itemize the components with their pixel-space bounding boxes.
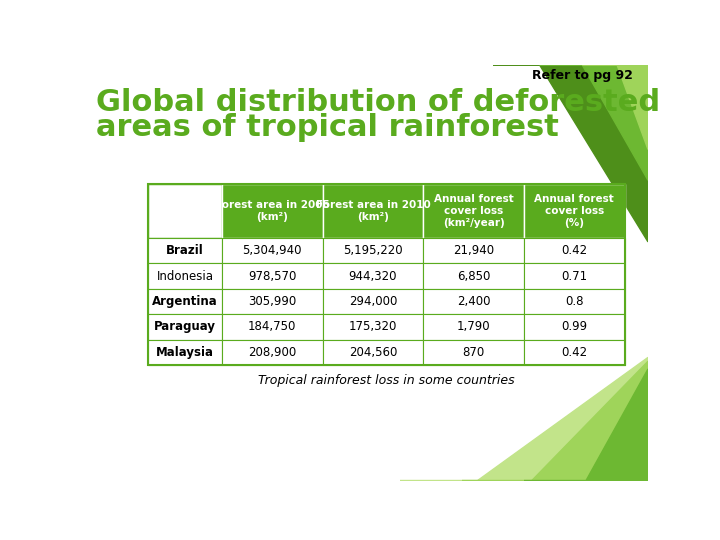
Text: Annual forest
cover loss
(km²/year): Annual forest cover loss (km²/year)	[433, 194, 513, 228]
Bar	[222, 184, 323, 238]
Bar	[148, 184, 222, 238]
Text: 0.99: 0.99	[562, 320, 588, 334]
Bar	[524, 238, 625, 264]
Text: Global distribution of deforested: Global distribution of deforested	[96, 88, 660, 117]
Bar	[222, 340, 323, 365]
Text: 175,320: 175,320	[348, 320, 397, 334]
Bar	[524, 264, 625, 289]
Bar	[148, 184, 625, 365]
Bar	[524, 184, 625, 238]
Polygon shape	[493, 65, 648, 242]
Text: Refer to pg 92: Refer to pg 92	[531, 69, 632, 82]
Text: 870: 870	[462, 346, 485, 359]
Bar	[524, 340, 625, 365]
Text: Indonesia: Indonesia	[156, 269, 213, 282]
Bar	[323, 238, 423, 264]
Bar	[323, 314, 423, 340]
Bar	[423, 264, 524, 289]
Text: 0.71: 0.71	[562, 269, 588, 282]
Text: 2,400: 2,400	[457, 295, 490, 308]
Bar	[423, 238, 524, 264]
Text: 294,000: 294,000	[348, 295, 397, 308]
Text: 0.8: 0.8	[565, 295, 584, 308]
Polygon shape	[582, 65, 648, 150]
Bar	[323, 264, 423, 289]
Bar	[222, 289, 323, 314]
Text: 5,195,220: 5,195,220	[343, 244, 402, 257]
Bar	[323, 289, 423, 314]
Text: 184,750: 184,750	[248, 320, 297, 334]
Text: 204,560: 204,560	[348, 346, 397, 359]
Text: Forest area in 2005
(km²): Forest area in 2005 (km²)	[215, 200, 330, 222]
Bar	[524, 289, 625, 314]
Bar	[423, 289, 524, 314]
Bar	[423, 184, 524, 238]
Polygon shape	[539, 65, 648, 180]
Bar	[423, 340, 524, 365]
Bar	[524, 314, 625, 340]
Polygon shape	[400, 357, 648, 481]
Text: 978,570: 978,570	[248, 269, 297, 282]
Text: 944,320: 944,320	[348, 269, 397, 282]
Text: 305,990: 305,990	[248, 295, 296, 308]
Text: 0.42: 0.42	[562, 244, 588, 257]
Bar	[323, 340, 423, 365]
Bar	[148, 238, 222, 264]
Bar	[148, 314, 222, 340]
Text: Argentina: Argentina	[152, 295, 218, 308]
Polygon shape	[462, 361, 648, 481]
Text: Tropical rainforest loss in some countries: Tropical rainforest loss in some countri…	[258, 374, 515, 387]
Polygon shape	[524, 369, 648, 481]
Text: Brazil: Brazil	[166, 244, 204, 257]
Text: 21,940: 21,940	[453, 244, 494, 257]
Bar	[222, 238, 323, 264]
Bar	[148, 289, 222, 314]
Text: 1,790: 1,790	[456, 320, 490, 334]
Text: 6,850: 6,850	[457, 269, 490, 282]
Bar	[148, 340, 222, 365]
Bar	[222, 264, 323, 289]
Text: Forest area in 2010
(km²): Forest area in 2010 (km²)	[315, 200, 431, 222]
Text: areas of tropical rainforest: areas of tropical rainforest	[96, 112, 559, 141]
Bar	[323, 184, 423, 238]
Text: Annual forest
cover loss
(%): Annual forest cover loss (%)	[534, 194, 614, 228]
Text: 208,900: 208,900	[248, 346, 296, 359]
Text: Paraguay: Paraguay	[154, 320, 216, 334]
Bar	[423, 314, 524, 340]
Bar	[222, 314, 323, 340]
Bar	[148, 264, 222, 289]
Text: Malaysia: Malaysia	[156, 346, 214, 359]
Text: 5,304,940: 5,304,940	[243, 244, 302, 257]
Text: 0.42: 0.42	[562, 346, 588, 359]
